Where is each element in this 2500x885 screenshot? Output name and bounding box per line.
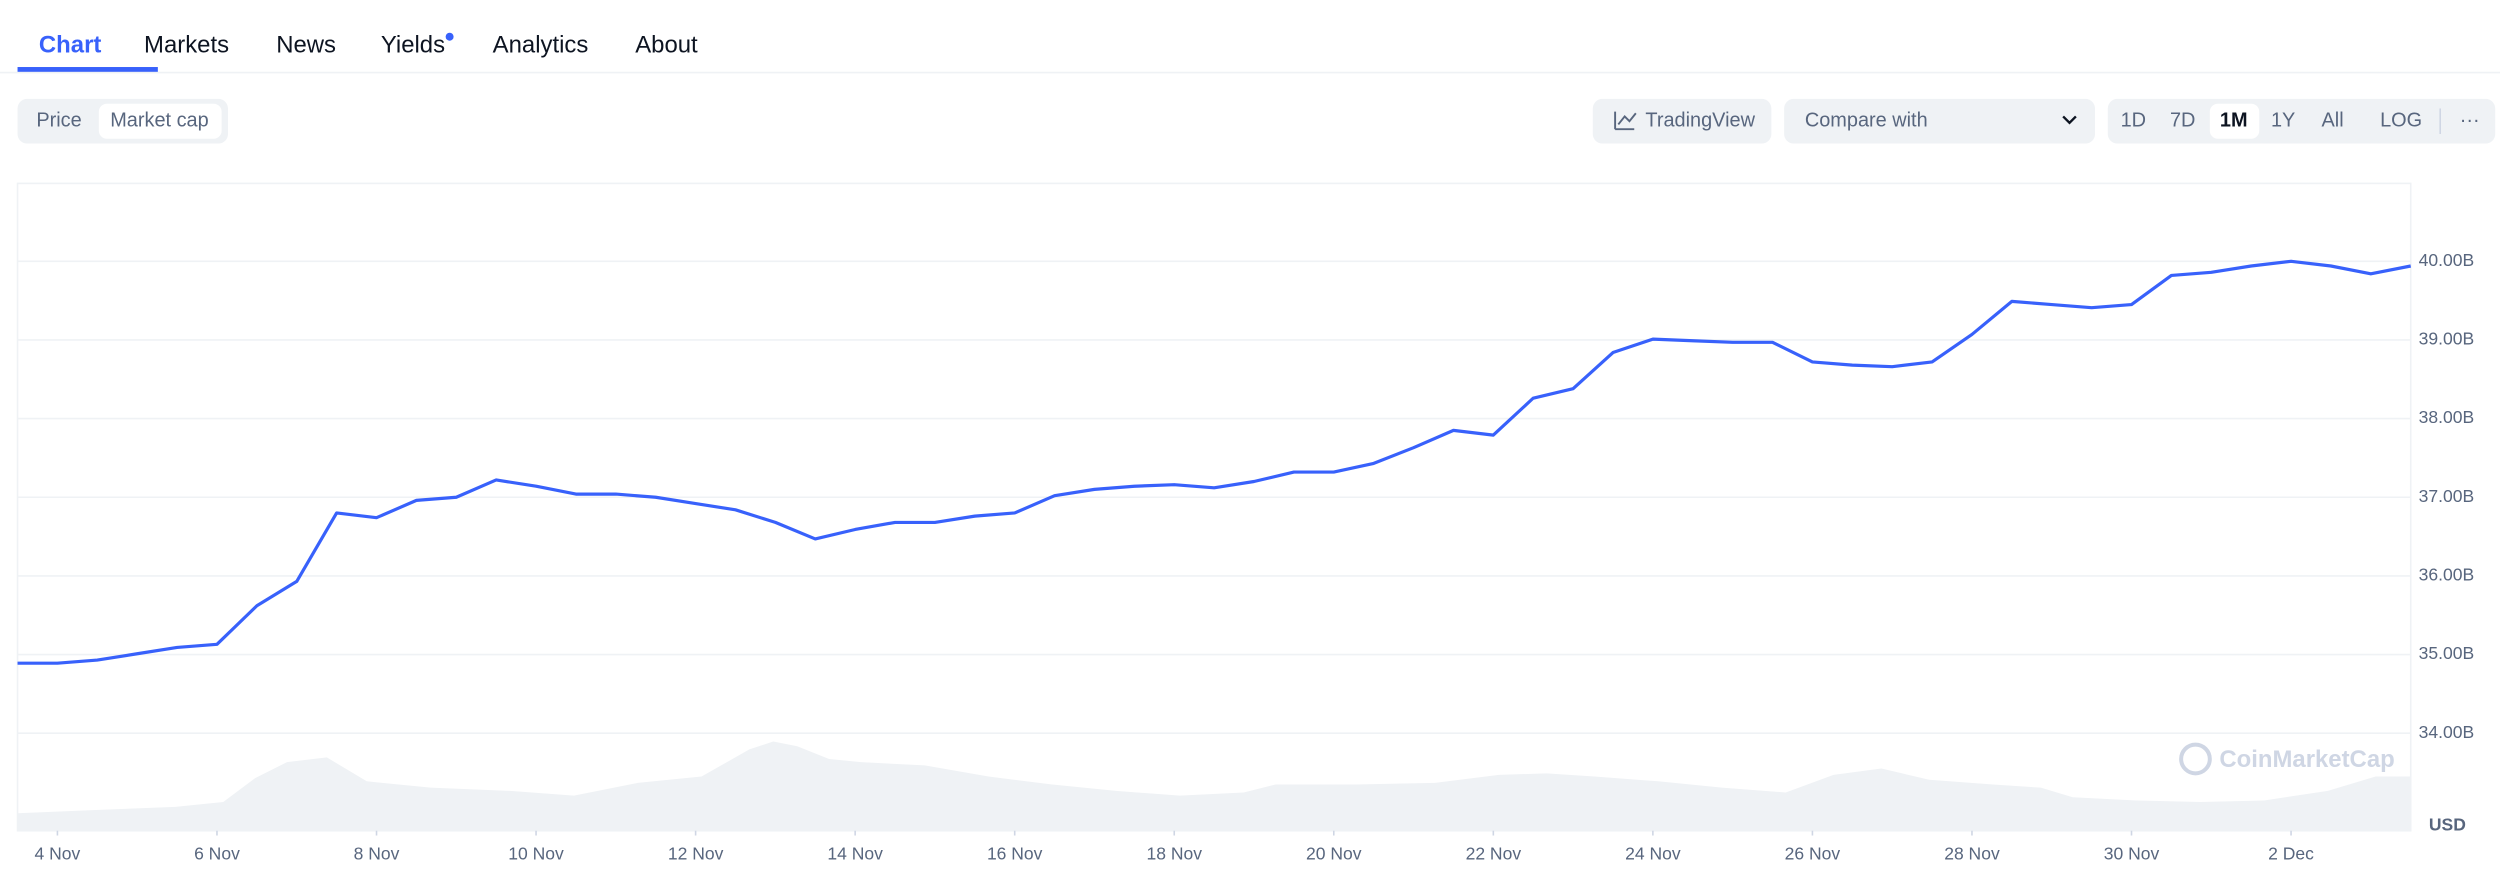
x-tick-label: 16 Nov bbox=[987, 843, 1043, 863]
tradingview-icon bbox=[1614, 111, 1637, 131]
range-button[interactable]: 1Y bbox=[2271, 109, 2295, 131]
y-tick-label: 39.00B bbox=[2419, 329, 2475, 349]
watermark-logo bbox=[2179, 742, 2212, 776]
line bbox=[17, 259, 2412, 665]
x-tick-label: 24 Nov bbox=[1625, 843, 1681, 863]
x-tick-label: 2 Dec bbox=[2268, 843, 2314, 863]
y-tick-label: 37.00B bbox=[2419, 486, 2475, 506]
y-tick-label: 40.00B bbox=[2419, 250, 2475, 270]
tab[interactable]: About bbox=[635, 32, 698, 59]
yields-dot bbox=[445, 32, 454, 41]
y-tick-label: 35.00B bbox=[2419, 643, 2475, 663]
range-button[interactable]: 1M bbox=[2220, 109, 2248, 131]
x-tick-label: 12 Nov bbox=[668, 843, 724, 863]
x-tick-label: 4 Nov bbox=[35, 843, 81, 863]
tradingview-button[interactable] bbox=[1592, 98, 1772, 144]
y-tick-label: 34.00B bbox=[2419, 722, 2475, 742]
x-tick-label: 20 Nov bbox=[1306, 843, 1362, 863]
tab[interactable]: Analytics bbox=[493, 32, 589, 59]
toggle-option[interactable]: Market cap bbox=[110, 109, 208, 131]
watermark: CoinMarketCap bbox=[2219, 746, 2394, 773]
more-button[interactable]: ··· bbox=[2460, 109, 2480, 131]
x-tick-label: 6 Nov bbox=[194, 843, 240, 863]
tab[interactable]: Yields bbox=[381, 32, 445, 59]
tab[interactable]: Chart bbox=[39, 32, 101, 59]
range-group bbox=[2107, 98, 2496, 144]
tab[interactable]: News bbox=[276, 32, 336, 59]
x-tick-label: 28 Nov bbox=[1944, 843, 2000, 863]
x-tick-label: 18 Nov bbox=[1146, 843, 1202, 863]
chevron bbox=[2062, 115, 2077, 125]
compare-select[interactable] bbox=[1784, 98, 2096, 144]
range-active-bg bbox=[2209, 103, 2260, 139]
x-tick-label: 10 Nov bbox=[508, 843, 564, 863]
currency-label: USD bbox=[2429, 815, 2466, 835]
range-button[interactable]: 7D bbox=[2170, 109, 2195, 131]
tab[interactable]: Markets bbox=[144, 32, 229, 59]
toggle-option[interactable]: Price bbox=[36, 109, 81, 131]
y-tick-label: 36.00B bbox=[2419, 565, 2475, 585]
x-tick-label: 30 Nov bbox=[2104, 843, 2160, 863]
volume-area bbox=[17, 741, 2411, 831]
range-button[interactable]: 1D bbox=[2121, 109, 2146, 131]
toggle-active-bg bbox=[98, 103, 222, 139]
compare-label[interactable]: Compare with bbox=[1805, 109, 1928, 131]
x-tick-label: 8 Nov bbox=[354, 843, 400, 863]
active-tab-underline bbox=[17, 67, 158, 72]
log-button[interactable]: LOG bbox=[2380, 109, 2422, 131]
x-tick-label: 22 Nov bbox=[1466, 843, 1522, 863]
range-button[interactable]: All bbox=[2322, 109, 2344, 131]
tradingview-label[interactable]: TradingView bbox=[1645, 109, 1755, 131]
x-tick-label: 26 Nov bbox=[1785, 843, 1841, 863]
x-tick-label: 14 Nov bbox=[827, 843, 883, 863]
y-tick-label: 38.00B bbox=[2419, 407, 2475, 427]
